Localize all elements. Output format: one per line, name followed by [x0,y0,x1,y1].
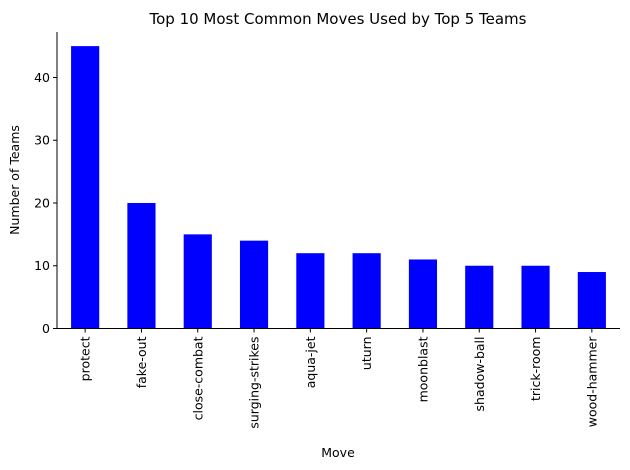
y-axis-ticks: 0 10 20 30 40 [34,70,57,336]
bar-protect [71,46,100,329]
bars-group [71,46,606,329]
bar-aqua-jet [296,253,325,329]
x-tick-label: protect [78,336,93,381]
x-tick-label: trick-room [528,337,543,401]
x-tick-label: surging-strikes [247,337,262,429]
y-axis-label: Number of Teams [7,125,22,235]
x-tick-label: wood-hammer [584,336,599,428]
y-tick-label: 0 [42,321,50,336]
x-tick-label: uturn [359,337,374,371]
bar-uturn [352,253,381,329]
x-tick-label: close-combat [190,336,205,420]
x-tick-label: aqua-jet [303,336,318,388]
bar-surging-strikes [239,240,269,329]
y-tick-label: 40 [34,70,50,85]
bar-close-combat [183,234,212,329]
bar-fake-out [127,203,156,329]
y-tick-label: 20 [34,195,50,210]
x-tick-label: shadow-ball [472,337,487,412]
x-tick-label: fake-out [134,336,149,388]
bar-shadow-ball [465,265,494,329]
x-axis-label: Move [321,445,355,460]
x-axis-ticks: protect fake-out close-combat surging-strik… [78,328,599,429]
bar-wood-hammer [577,272,606,329]
x-tick-label: moonblast [415,336,430,402]
bar-trick-room [521,265,550,329]
chart-title: Top 10 Most Common Moves Used by Top 5 T… [149,10,527,28]
y-tick-label: 10 [34,258,50,273]
y-tick-label: 30 [34,133,50,148]
bar-moonblast [408,259,438,329]
